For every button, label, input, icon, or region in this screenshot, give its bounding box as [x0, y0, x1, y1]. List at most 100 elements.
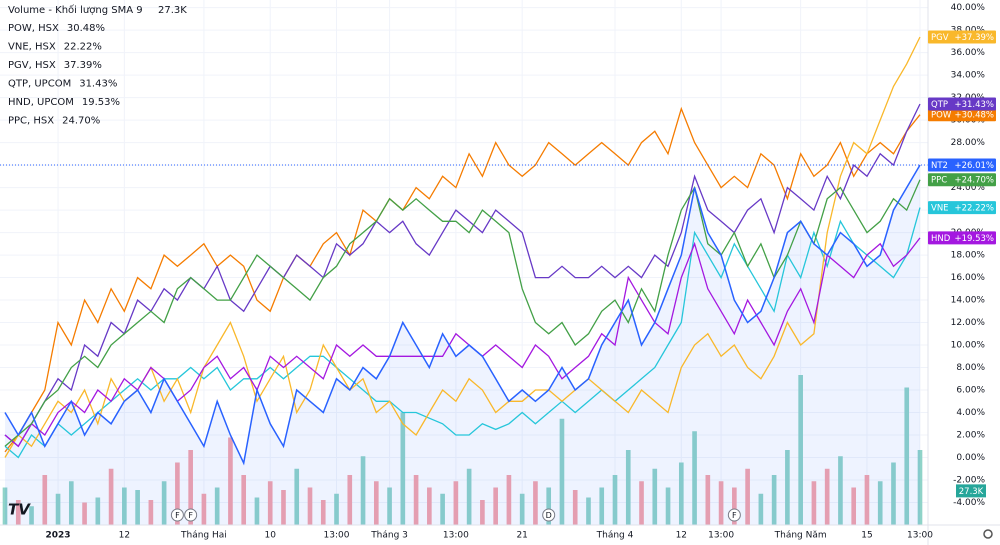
badge-tag: QTP: [931, 100, 948, 110]
gear[interactable]: [983, 529, 993, 539]
legend-value: 22.22%: [64, 42, 102, 53]
price-badge: [928, 201, 996, 215]
volume-bar: [175, 462, 180, 525]
volume-bar: [758, 493, 764, 525]
legend-volume-value: 27.3K: [158, 5, 187, 16]
x-tick-label: 13:00: [443, 531, 469, 541]
volume-bar: [864, 475, 870, 525]
settings-icon[interactable]: [983, 529, 993, 539]
main-line: [4, 164, 921, 466]
x-tick-label: 15: [861, 531, 872, 541]
series-line: [4, 106, 921, 453]
x-tick-label: 2023: [46, 531, 71, 541]
volume-bar: [904, 387, 910, 525]
x-tick-label: 13:00: [324, 531, 350, 541]
legend-name: QTP, UPCOM: [8, 79, 71, 90]
volume-bar: [95, 497, 101, 525]
volume-bar: [692, 431, 697, 525]
volume-bar: [811, 481, 817, 525]
volume-bar: [493, 487, 498, 525]
event-label: F: [175, 511, 180, 520]
volume-bar: [599, 487, 605, 525]
volume-bar: [68, 481, 74, 525]
volume-bar: [917, 450, 923, 525]
volume-bar: [440, 493, 445, 525]
volume-bar: [466, 468, 472, 525]
y-tick-label: 16.00%: [951, 273, 986, 283]
y-tick-label: 24.00%: [951, 183, 986, 193]
volume-bar: [82, 502, 87, 525]
volume-bar: [798, 375, 803, 525]
volume-bar: [625, 450, 631, 525]
volume-bar: [2, 487, 8, 525]
legend-name: POW, HSX: [8, 23, 59, 34]
volume-bar: [506, 475, 512, 525]
volume-bar: [705, 475, 711, 525]
badge-tag: NT2: [931, 161, 948, 171]
volume-bar: [519, 493, 525, 525]
volume-bar: [254, 497, 260, 525]
y-tick-label: 28.00%: [951, 138, 986, 148]
badge-tag: PGV: [931, 33, 949, 43]
badge-value: +37.39%: [954, 33, 994, 43]
legend-value: 30.48%: [67, 23, 105, 34]
volume-bar: [241, 475, 247, 525]
volume-bar: [281, 490, 286, 525]
y-tick-label: 4.00%: [956, 408, 985, 418]
price-badge: [928, 108, 996, 122]
volume-bar: [877, 481, 883, 525]
event-marker: [542, 508, 556, 522]
y-tick-label: 0.00%: [956, 453, 985, 463]
badge-tag: PPC: [931, 176, 947, 186]
volume-bar: [135, 490, 140, 525]
y-tick-label: 14.00%: [951, 296, 986, 306]
y-tick-label: -2.00%: [953, 476, 985, 486]
series-line: [4, 103, 921, 448]
volume-bar: [122, 487, 127, 525]
price-badge: [928, 173, 996, 187]
x-tick-label: Tháng 4: [596, 531, 634, 541]
volume-bar: [586, 497, 591, 525]
price-badge: [928, 30, 996, 44]
legend-name: HND, UPCOM: [8, 97, 74, 108]
y-tick-label: 6.00%: [956, 386, 985, 396]
volume-bar: [678, 462, 684, 525]
volume-bar: [559, 418, 565, 525]
y-tick-label: 10.00%: [951, 341, 986, 351]
volume-bar: [745, 468, 750, 525]
badge-value: +30.48%: [954, 111, 994, 121]
price-badge: [928, 158, 996, 172]
y-tick-label: 2.00%: [956, 431, 985, 441]
event-marker: [184, 508, 198, 522]
x-tick-label: 13:00: [907, 531, 933, 541]
lines: [0, 36, 928, 525]
volume-bar: [15, 500, 21, 525]
legend-name: PPC, HSX: [8, 116, 54, 127]
price-badge: [928, 97, 996, 111]
volume-bar: [400, 412, 406, 525]
series-line: [4, 36, 921, 458]
volume-bar: [639, 481, 644, 525]
y-tick-label: -4.00%: [953, 498, 985, 508]
volume-bar: [55, 493, 61, 525]
volume-bar: [612, 475, 618, 525]
x-tick-label: Tháng Năm: [774, 531, 827, 541]
legend-value: 24.70%: [62, 116, 100, 127]
badge-tag: POW: [931, 111, 952, 121]
x-tick-label: 10: [264, 531, 276, 541]
series-line: [4, 237, 921, 448]
event-label: F: [732, 511, 737, 520]
y-tick-label: 34.00%: [951, 71, 986, 81]
volume-bar: [294, 468, 300, 525]
event-marker: [170, 508, 184, 522]
event-label: F: [188, 511, 193, 520]
legend: Volume - Khối lượng SMA 9 27.3K POW, HSX 30…: [8, 4, 187, 127]
event-label: D: [546, 511, 552, 520]
volume-bar: [161, 481, 167, 525]
logo: 𝙏𝙑: [8, 501, 31, 519]
volume-bar: [851, 487, 857, 525]
volume-bar: [652, 468, 658, 525]
badge-value: +19.53%: [954, 234, 994, 244]
